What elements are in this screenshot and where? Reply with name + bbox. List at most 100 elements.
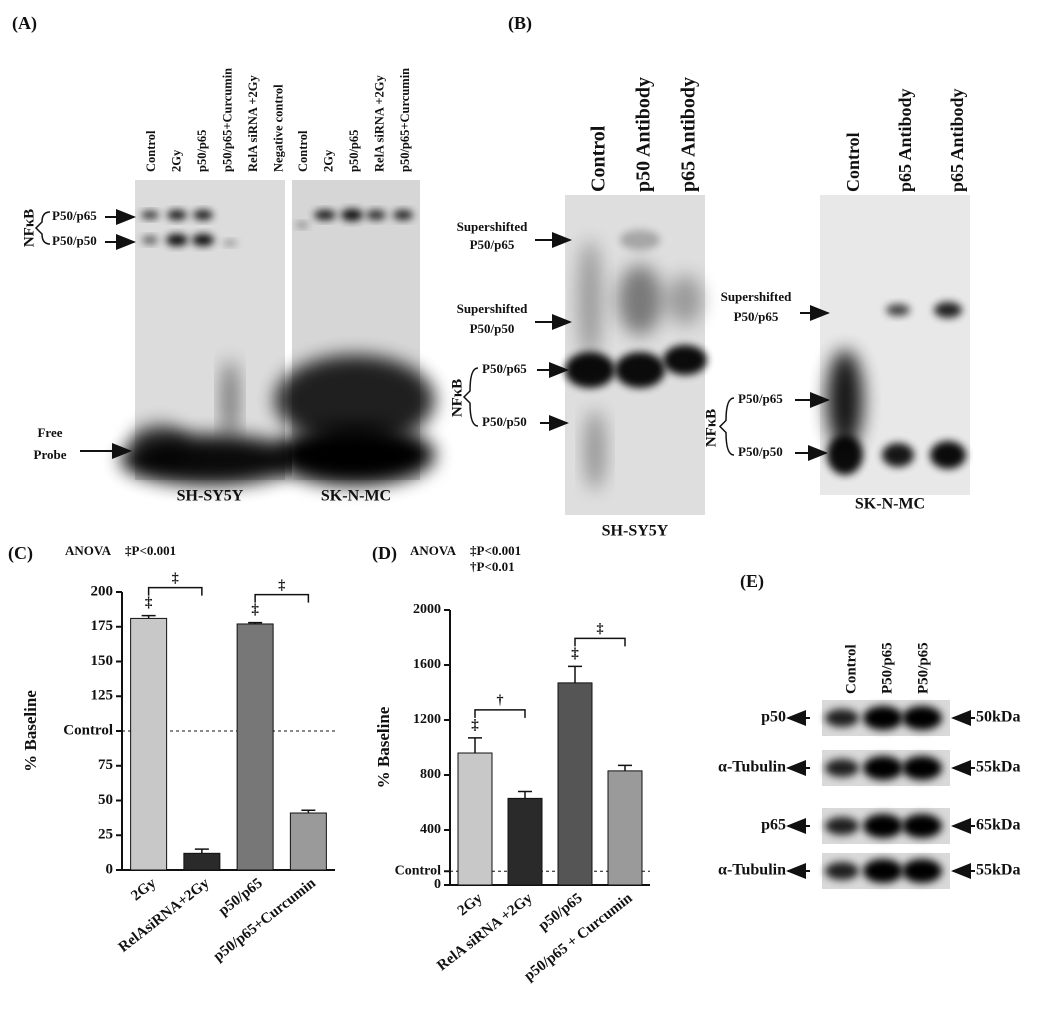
y-tick-label: Control [63,722,113,738]
size-label: 50kDa [976,709,1020,726]
cell-line: SH-SY5Y [177,488,244,505]
gel-bands [825,814,942,838]
lane-label: Control [296,130,310,172]
label: (E) [740,571,764,592]
gel-band [663,345,707,375]
lane-label: RelA siRNA +2Gy [372,75,386,172]
gel-band [825,862,859,880]
complex-label: NFκB [21,209,37,247]
stat-note: †P<0.01 [470,559,515,574]
x-tick-label: RelAsiRNA+2Gy [116,875,213,956]
gel-image [822,853,950,889]
label: P50/p50 [470,321,515,336]
y-tick-label: 200 [91,583,114,599]
gel-image [120,180,300,485]
gel-band [393,210,413,220]
lane-label: 2Gy [321,149,335,172]
lane-label: p65 Antibody [895,88,915,192]
gel-band [863,756,903,780]
gel-band [620,230,660,250]
size-label: 65kDa [976,817,1020,834]
gel-band [341,209,363,221]
gel-image [820,195,970,495]
lane-label: p50/p65+Curcumin [220,68,234,172]
gel-bands [825,859,942,883]
complex-label: NFκB [449,379,465,417]
gel-band [825,759,859,777]
significance-bracket [574,637,626,647]
protein-label: α-Tubulin [718,862,786,879]
lane-label: P50/p65 [879,642,895,694]
lane-label: Negative control [271,84,285,172]
gel-image [822,700,950,736]
significance-marker: ‡ [571,646,579,662]
gel-band [296,222,308,228]
y-tick-label: 75 [98,757,113,773]
label: Supershifted [457,301,529,316]
lane-label: p65 Antibody [678,77,700,192]
gel-band [193,210,213,220]
bar [289,812,327,871]
bracket-label: ‡ [172,571,179,586]
x-tick-label: p50/p65 [216,875,266,919]
y-tick-label: 1600 [413,657,441,672]
y-tick-label: 2000 [413,602,441,617]
gel-band [934,302,962,318]
gel-band [825,817,859,835]
stat-note: ‡P<0.001 [470,543,521,558]
gel-band [863,706,903,730]
significance-bracket [474,709,526,718]
size-label: 55kDa [976,862,1020,879]
lane-label: Control [588,125,610,192]
bar [607,770,643,886]
gel-band [902,706,942,730]
gel-band [223,240,237,246]
lane-label: P50/p65 [915,642,931,694]
bar [130,617,168,871]
label: (A) [12,13,37,34]
y-tick-label: Control [395,863,442,878]
panel-label: (D) [372,543,397,564]
stat-test: ANOVA [410,543,457,558]
y-tick-label: 0 [106,861,114,877]
y-axis-label: % Baseline [374,706,393,788]
size-label: 55kDa [976,759,1020,776]
significance-bracket [147,586,203,596]
lane-label: 2Gy [169,149,183,172]
gel-band [827,435,863,475]
gel-image [822,808,950,844]
gel-image [822,750,950,786]
gel-band [825,709,859,727]
bar [236,623,274,871]
gel-band [930,441,966,469]
y-axis-label: % Baseline [21,690,40,772]
gel-bands [825,756,942,780]
lane-label: Control [843,132,863,192]
lane-label: p50/p65 [195,130,209,172]
error-bar [248,621,263,624]
label: Probe [34,447,67,462]
gel-band [578,240,602,360]
cell-line: SK-N-MC [321,488,391,505]
label: P50/p65 [734,309,779,324]
gel-band [585,410,605,490]
band-label: P50/p50 [482,414,527,429]
significance-marker: ‡ [251,602,259,618]
protein-label: p50 [761,709,786,726]
bracket-label: † [497,693,504,708]
y-tick-label: 150 [91,653,114,669]
stat-note: ‡P<0.001 [125,543,176,558]
stat-test: ANOVA [65,543,112,558]
gel-band [863,814,903,838]
error-bar [568,665,582,683]
band-label: P50/p50 [52,233,97,248]
gel-band [902,756,942,780]
gel-bands [827,302,966,475]
band-label: P50/p50 [738,444,783,459]
lane-label: p50/p65 [347,130,361,172]
error-bar [141,614,156,619]
error-bar [301,809,316,814]
gel-band [886,304,910,316]
panel-label: (C) [8,543,33,564]
